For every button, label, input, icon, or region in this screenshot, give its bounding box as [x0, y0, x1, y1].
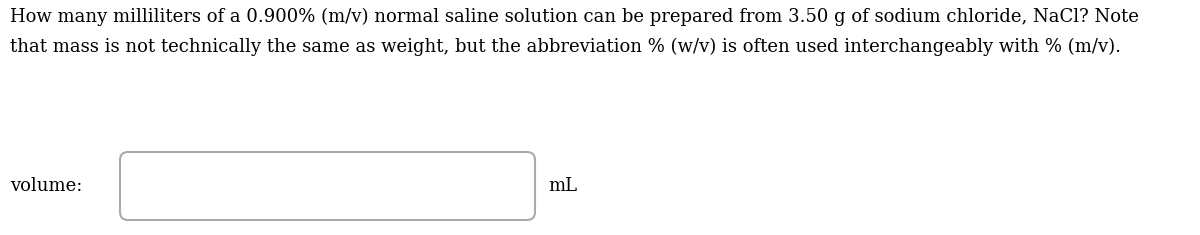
Text: mL: mL [548, 177, 577, 195]
Text: How many milliliters of a 0.900% (m/v) normal saline solution can be prepared fr: How many milliliters of a 0.900% (m/v) n… [10, 8, 1139, 26]
Text: that mass is not technically the same as weight, but the abbreviation % (w/v) is: that mass is not technically the same as… [10, 38, 1121, 56]
FancyBboxPatch shape [120, 152, 535, 220]
Text: volume:: volume: [10, 177, 83, 195]
